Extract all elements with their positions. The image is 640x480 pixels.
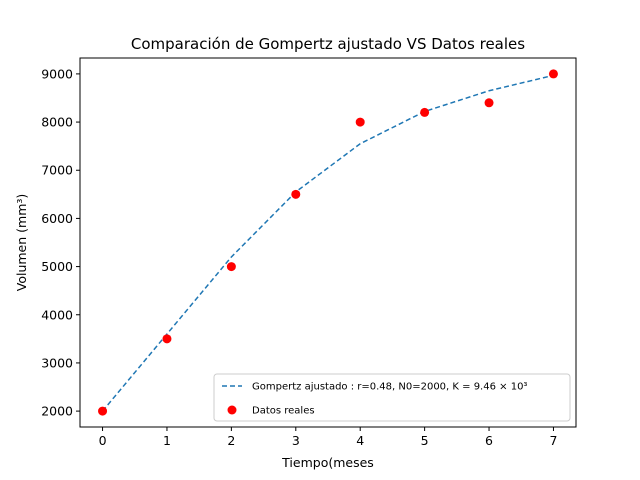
data-point bbox=[226, 262, 236, 272]
data-point bbox=[291, 189, 301, 199]
x-tick-label: 5 bbox=[421, 433, 429, 448]
x-tick-label: 3 bbox=[292, 433, 300, 448]
x-axis-label: Tiempo(meses bbox=[281, 455, 374, 470]
y-tick-label: 2000 bbox=[41, 404, 73, 419]
x-tick-label: 2 bbox=[227, 433, 235, 448]
legend-label-datos-reales: Datos reales bbox=[252, 406, 315, 417]
legend-box bbox=[213, 373, 571, 422]
y-axis: 2000 3000 4000 5000 6000 7000 8000 9000 bbox=[41, 66, 80, 419]
y-tick-label: 8000 bbox=[41, 115, 73, 130]
data-point bbox=[162, 334, 172, 344]
y-tick-label: 7000 bbox=[41, 163, 73, 178]
x-axis: 0 1 2 3 4 5 6 7 bbox=[99, 427, 557, 448]
x-tick-label: 1 bbox=[163, 433, 171, 448]
data-point bbox=[355, 117, 365, 127]
x-tick-label: 6 bbox=[485, 433, 493, 448]
data-point bbox=[484, 98, 494, 108]
data-point bbox=[420, 107, 430, 117]
y-tick-label: 3000 bbox=[41, 355, 73, 370]
y-tick-label: 5000 bbox=[41, 259, 73, 274]
legend: Gompertz ajustado : r=0.48, N0=2000, K =… bbox=[213, 373, 571, 422]
x-tick-label: 7 bbox=[549, 433, 557, 448]
y-axis-label: Volumen (mm³) bbox=[14, 194, 29, 292]
data-point bbox=[98, 406, 108, 416]
x-tick-label: 4 bbox=[356, 433, 364, 448]
y-tick-label: 9000 bbox=[41, 66, 73, 81]
gompertz-fit-line bbox=[101, 74, 554, 412]
data-point bbox=[548, 69, 558, 79]
plot-area bbox=[98, 69, 558, 416]
y-tick-label: 4000 bbox=[41, 307, 73, 322]
legend-label-gompertz: Gompertz ajustado : r=0.48, N0=2000, K =… bbox=[252, 382, 527, 393]
legend-swatch-datos-reales bbox=[227, 405, 237, 415]
x-tick-label: 0 bbox=[99, 433, 107, 448]
chart-title: Comparación de Gompertz ajustado VS Dato… bbox=[131, 35, 525, 53]
plot-frame bbox=[79, 57, 577, 428]
y-tick-label: 6000 bbox=[41, 211, 73, 226]
